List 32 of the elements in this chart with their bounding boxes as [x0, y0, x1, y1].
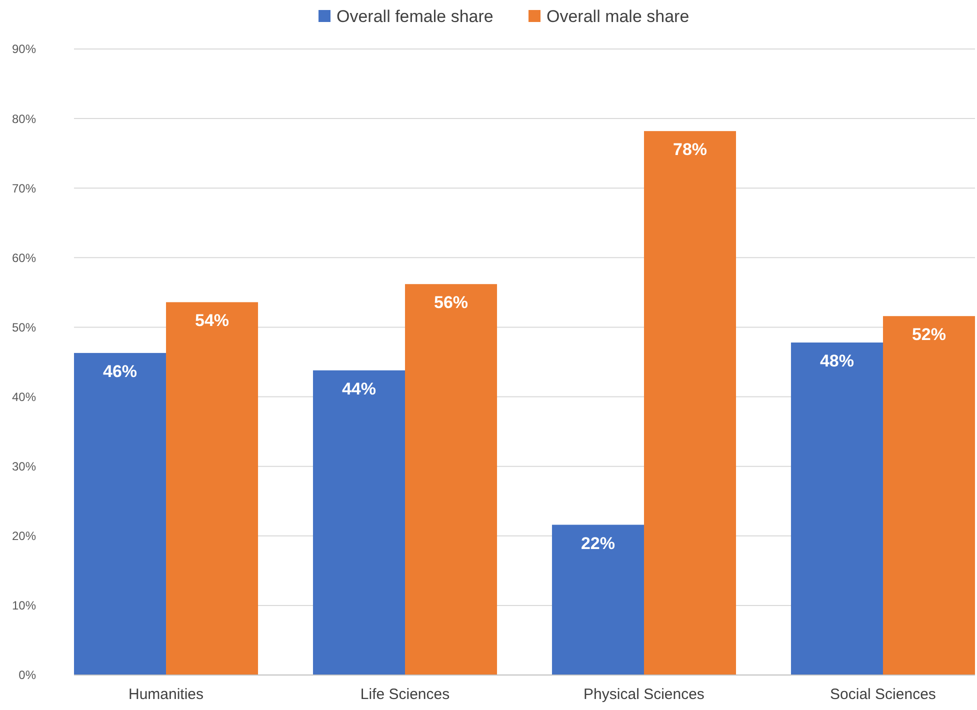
y-tick-label: 10% — [12, 598, 36, 613]
y-tick-label: 20% — [12, 529, 36, 544]
data-label: 78% — [672, 140, 708, 160]
y-tick-label: 30% — [12, 460, 36, 474]
data-label: 22% — [580, 534, 616, 553]
y-tick-label: 90% — [12, 42, 36, 56]
data-label: 52% — [912, 325, 946, 344]
data-label: 56% — [434, 293, 468, 312]
x-tick-label: Humanities — [128, 686, 204, 703]
y-tick-label: 0% — [18, 668, 36, 682]
x-tick-label: Life Sciences — [360, 686, 450, 703]
x-tick-label: Social Sciences — [830, 686, 936, 703]
legend-label: Overall female share — [336, 6, 494, 26]
bar — [166, 302, 258, 675]
y-tick-label: 70% — [12, 181, 36, 196]
data-label: 48% — [820, 352, 854, 371]
y-tick-label: 80% — [12, 112, 36, 126]
legend-label: Overall male share — [546, 6, 690, 26]
bar — [552, 524, 644, 675]
bar — [312, 370, 406, 675]
data-label: 46% — [102, 362, 138, 381]
y-tick-label: 60% — [12, 250, 36, 265]
bar — [405, 284, 498, 675]
y-tick-label: 40% — [12, 390, 36, 404]
bar — [74, 352, 166, 675]
x-tick-label: Physical Sciences — [584, 686, 704, 703]
bar — [790, 342, 883, 675]
data-label: 54% — [195, 311, 230, 330]
data-label: 44% — [342, 379, 376, 398]
y-tick-label: 50% — [12, 320, 36, 334]
bar — [644, 131, 736, 675]
bar — [882, 316, 975, 675]
